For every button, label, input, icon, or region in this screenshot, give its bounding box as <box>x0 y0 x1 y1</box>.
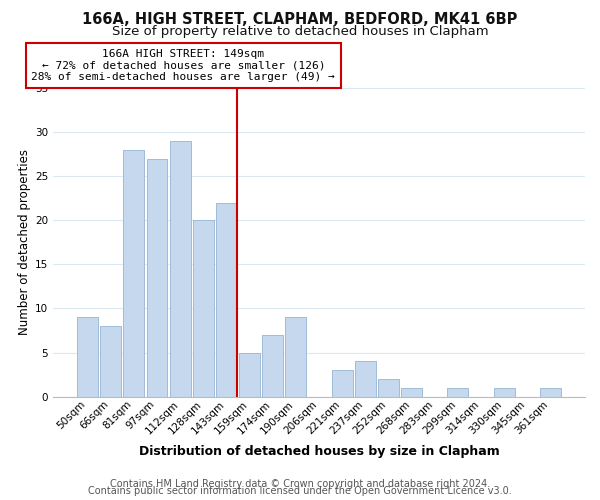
Bar <box>355 362 376 396</box>
Bar <box>540 388 561 396</box>
Text: Size of property relative to detached houses in Clapham: Size of property relative to detached ho… <box>112 25 488 38</box>
X-axis label: Distribution of detached houses by size in Clapham: Distribution of detached houses by size … <box>139 444 499 458</box>
Bar <box>239 352 260 397</box>
Bar <box>448 388 468 396</box>
Bar <box>401 388 422 396</box>
Bar <box>193 220 214 396</box>
Bar <box>124 150 144 396</box>
Y-axis label: Number of detached properties: Number of detached properties <box>17 150 31 336</box>
Bar <box>494 388 515 396</box>
Text: 166A, HIGH STREET, CLAPHAM, BEDFORD, MK41 6BP: 166A, HIGH STREET, CLAPHAM, BEDFORD, MK4… <box>82 12 518 28</box>
Bar <box>286 318 306 396</box>
Bar <box>262 335 283 396</box>
Text: 166A HIGH STREET: 149sqm
← 72% of detached houses are smaller (126)
28% of semi-: 166A HIGH STREET: 149sqm ← 72% of detach… <box>31 49 335 82</box>
Bar <box>77 318 98 396</box>
Bar <box>216 203 237 396</box>
Bar <box>100 326 121 396</box>
Bar <box>170 141 191 397</box>
Text: Contains HM Land Registry data © Crown copyright and database right 2024.: Contains HM Land Registry data © Crown c… <box>110 479 490 489</box>
Bar <box>378 379 399 396</box>
Text: Contains public sector information licensed under the Open Government Licence v3: Contains public sector information licen… <box>88 486 512 496</box>
Bar <box>146 159 167 396</box>
Bar <box>332 370 353 396</box>
